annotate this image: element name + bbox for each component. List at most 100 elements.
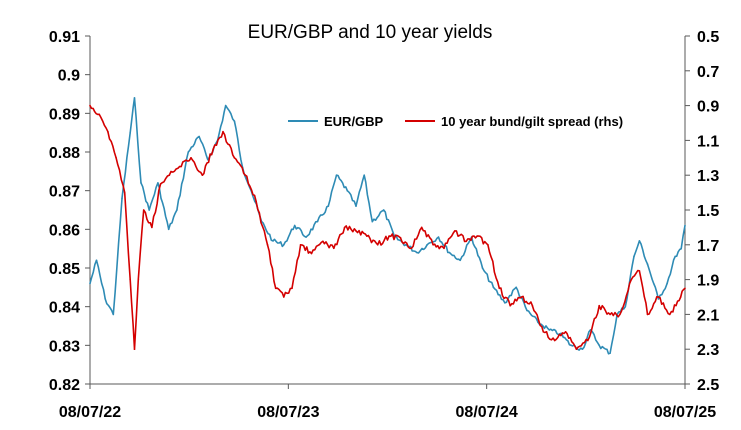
data-point-eur-gbp [129, 131, 131, 134]
data-point-10-year-bund-gilt-spread-rhs [133, 348, 136, 351]
data-point-eur-gbp [459, 259, 462, 262]
data-point-eur-gbp [680, 247, 682, 250]
data-point-10-year-bund-gilt-spread-rhs [598, 304, 600, 307]
right-tick-label: 0.5 [697, 29, 719, 46]
data-point-10-year-bund-gilt-spread-rhs [291, 287, 293, 290]
data-point-10-year-bund-gilt-spread-rhs [255, 200, 257, 203]
data-point-eur-gbp [233, 120, 236, 122]
data-point-10-year-bund-gilt-spread-rhs [168, 174, 171, 176]
data-point-eur-gbp [416, 251, 418, 254]
data-point-10-year-bund-gilt-spread-rhs [151, 226, 153, 229]
data-point-eur-gbp [112, 313, 115, 316]
data-point-10-year-bund-gilt-spread-rhs [553, 339, 556, 342]
left-tick-label: 0.88 [49, 145, 80, 162]
data-point-eur-gbp [674, 255, 676, 258]
right-tick-label: 0.9 [697, 99, 719, 116]
left-tick-label: 0.83 [49, 338, 80, 355]
legend-label-eur-gbp: EUR/GBP [324, 114, 384, 129]
data-point-eur-gbp [633, 255, 635, 258]
data-point-10-year-bund-gilt-spread-rhs [609, 313, 611, 316]
data-point-10-year-bund-gilt-spread-rhs [137, 278, 140, 281]
data-point-eur-gbp [176, 209, 178, 211]
data-point-10-year-bund-gilt-spread-rhs [366, 235, 368, 237]
data-point-eur-gbp [148, 209, 150, 211]
data-point-10-year-bund-gilt-spread-rhs [679, 296, 682, 298]
data-point-eur-gbp [437, 236, 440, 238]
data-point-10-year-bund-gilt-spread-rhs [201, 174, 204, 176]
data-point-eur-gbp [666, 282, 668, 285]
series-lines [89, 97, 686, 355]
data-point-eur-gbp [133, 97, 136, 99]
data-point-10-year-bund-gilt-spread-rhs [89, 104, 91, 107]
data-point-10-year-bund-gilt-spread-rhs [212, 148, 214, 150]
left-tick-label: 0.9 [58, 68, 80, 85]
data-point-eur-gbp [448, 251, 451, 254]
data-point-10-year-bund-gilt-spread-rhs [619, 313, 621, 316]
data-point-10-year-bund-gilt-spread-rhs [310, 252, 313, 255]
data-point-eur-gbp [272, 240, 274, 242]
data-point-eur-gbp [198, 135, 200, 138]
right-tick-label: 2.5 [697, 377, 719, 394]
chart-title: EUR/GBP and 10 year yields [248, 22, 493, 43]
data-point-10-year-bund-gilt-spread-rhs [274, 287, 277, 290]
data-point-10-year-bund-gilt-spread-rhs [376, 244, 379, 246]
data-point-10-year-bund-gilt-spread-rhs [355, 230, 357, 232]
left-tick-label: 0.86 [49, 222, 80, 239]
data-point-10-year-bund-gilt-spread-rhs [244, 174, 247, 176]
data-point-10-year-bund-gilt-spread-rhs [564, 331, 567, 333]
data-point-eur-gbp [355, 205, 357, 207]
data-point-10-year-bund-gilt-spread-rhs [587, 339, 589, 342]
data-point-eur-gbp [382, 209, 385, 211]
data-point-10-year-bund-gilt-spread-rhs [465, 240, 468, 243]
data-point-eur-gbp [346, 189, 349, 192]
right-tick-label: 2.1 [697, 307, 719, 324]
data-point-10-year-bund-gilt-spread-rhs [115, 157, 117, 159]
series-line-eur-gbp [89, 97, 686, 355]
data-point-eur-gbp [167, 228, 170, 231]
data-point-10-year-bund-gilt-spread-rhs [630, 278, 633, 281]
data-point-eur-gbp [371, 220, 374, 223]
data-point-eur-gbp [504, 302, 506, 304]
left-tick-label: 0.85 [49, 261, 80, 278]
data-point-10-year-bund-gilt-spread-rhs [498, 287, 501, 290]
left-tick-label: 0.84 [49, 300, 80, 317]
data-point-10-year-bund-gilt-spread-rhs [129, 278, 131, 281]
left-tick-label: 0.91 [49, 29, 80, 46]
x-tick-label: 08/07/22 [59, 404, 121, 421]
data-point-10-year-bund-gilt-spread-rhs [266, 244, 269, 246]
left-tick-label: 0.89 [49, 106, 80, 123]
data-point-eur-gbp [283, 244, 285, 246]
right-tick-label: 1.1 [697, 133, 719, 150]
data-point-eur-gbp [140, 182, 142, 184]
data-point-eur-gbp [609, 352, 611, 354]
data-point-eur-gbp [305, 236, 307, 238]
data-point-10-year-bund-gilt-spread-rhs [575, 348, 578, 351]
legend: EUR/GBP 10 year bund/gilt spread (rhs) [288, 114, 623, 129]
data-point-10-year-bund-gilt-spread-rhs [333, 247, 335, 250]
data-point-10-year-bund-gilt-spread-rhs [542, 331, 545, 333]
data-point-10-year-bund-gilt-spread-rhs [123, 191, 126, 194]
data-point-eur-gbp [426, 244, 428, 246]
series-line-10-year-bund-gilt-spread-rhs [89, 105, 686, 350]
data-point-10-year-bund-gilt-spread-rhs [322, 240, 324, 243]
data-point-eur-gbp [624, 305, 627, 308]
data-point-10-year-bund-gilt-spread-rhs [399, 237, 402, 239]
data-point-10-year-bund-gilt-spread-rhs [531, 304, 534, 307]
data-point-eur-gbp [646, 263, 649, 265]
data-point-eur-gbp [293, 224, 296, 227]
data-point-eur-gbp [316, 220, 319, 223]
data-point-eur-gbp [581, 348, 584, 351]
data-point-10-year-bund-gilt-spread-rhs [669, 313, 671, 316]
data-point-10-year-bund-gilt-spread-rhs [159, 183, 162, 185]
data-point-10-year-bund-gilt-spread-rhs [432, 244, 434, 246]
data-point-10-year-bund-gilt-spread-rhs [283, 296, 285, 298]
data-point-10-year-bund-gilt-spread-rhs [410, 247, 413, 250]
data-point-10-year-bund-gilt-spread-rhs [487, 244, 489, 246]
right-tick-label: 2.3 [697, 342, 719, 359]
left-tick-label: 0.87 [49, 184, 80, 201]
data-point-10-year-bund-gilt-spread-rhs [443, 247, 445, 250]
data-point-eur-gbp [327, 205, 330, 207]
data-point-eur-gbp [548, 329, 551, 331]
data-point-10-year-bund-gilt-spread-rhs [646, 313, 649, 316]
